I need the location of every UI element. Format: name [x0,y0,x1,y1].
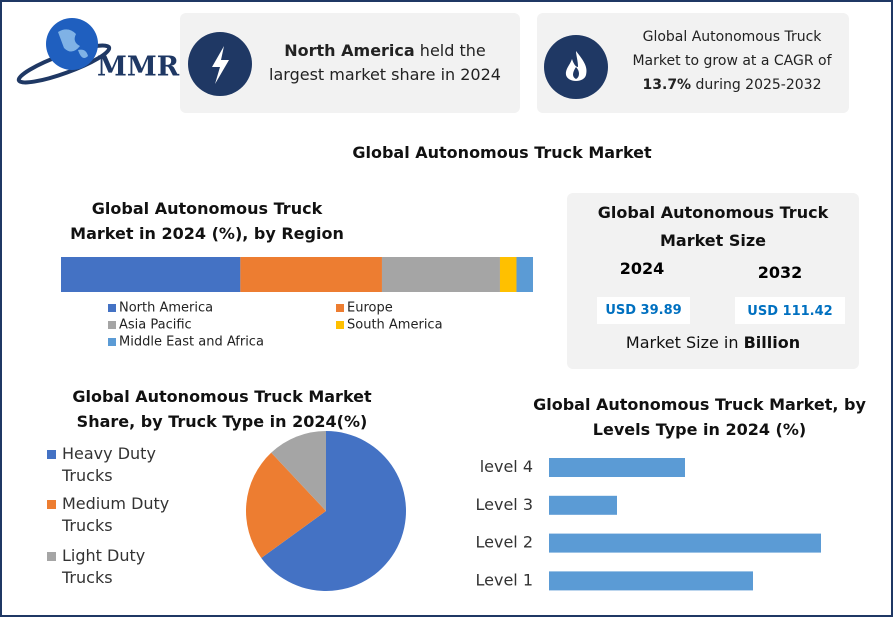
bar [549,571,753,591]
legend-label: Asia Pacific [119,318,192,333]
legend-swatch [47,450,56,459]
highlight-text: Global Autonomous Truck Market to grow a… [622,25,842,97]
bar [549,458,685,477]
footer-unit: Billion [743,333,801,352]
bar-segment [516,257,533,292]
main-title: Global Autonomous Truck Market [352,143,652,162]
bar-segment [381,257,500,292]
highlight-text: North America held the largest market sh… [260,39,510,87]
legend-label: South America [347,318,443,333]
legend-label: Light Duty Trucks [61,546,145,587]
y-tick-label: level 4 [480,457,533,476]
legend-swatch [108,338,116,346]
bar-segment [240,257,382,292]
highlight-body: held the largest market share in 2024 [269,41,501,84]
flame-icon [544,35,608,99]
legend-label: Medium Duty Trucks [61,494,169,535]
logo-text: MMR [97,52,180,83]
y-tick-label: Level 3 [476,495,534,514]
year-label: 2032 [757,263,803,282]
y-tick-label: Level 2 [476,533,534,552]
legend-swatch [336,321,344,329]
y-tick-label: Level 1 [476,570,534,589]
bar-segment [499,257,517,292]
bar [549,533,821,553]
highlight-body: Global Autonomous Truck Market to grow a… [632,29,832,69]
market-value: USD 39.89 [597,297,690,324]
highlight-body: during 2025-2032 [695,77,822,93]
market-size-footer: Market Size in Billion [587,333,839,352]
legend-swatch [108,321,116,329]
legend-label: Middle East and Africa [119,335,264,350]
pie-slice [245,452,326,559]
footer-text: Market Size in [625,333,739,352]
highlight-bold: 13.7% [642,77,692,93]
highlight-panel: Global Autonomous Truck Market to grow a… [537,13,849,113]
legend-swatch [108,304,116,312]
market-size-panel: Global Autonomous Truck Market Size 2024… [567,193,859,369]
highlight-bold: North America [284,41,415,60]
pie-slice [261,431,406,592]
chart-title: Global Autonomous Truck Market Share, by… [72,387,372,431]
legend-swatch [47,552,56,561]
bolt-icon [188,32,252,96]
bar-segment [61,257,241,292]
bar [549,495,617,515]
legend-label: North America [119,301,213,316]
chart-title: Global Autonomous Truck Market in 2024 (… [70,199,344,243]
legend-swatch [47,500,56,509]
chart-title: Global Autonomous Truck Market, by Level… [533,395,866,439]
pie-slice [271,431,326,511]
legend-label: Europe [347,301,393,316]
highlight-panel: North America held the largest market sh… [180,13,520,113]
logo: MMR [16,18,180,85]
market-value: USD 111.42 [735,297,845,324]
legend-swatch [336,304,344,312]
legend-label: Heavy Duty Trucks [61,444,156,485]
year-label: 2024 [619,259,665,278]
market-size-title: Global Autonomous Truck Market Size [597,203,829,250]
